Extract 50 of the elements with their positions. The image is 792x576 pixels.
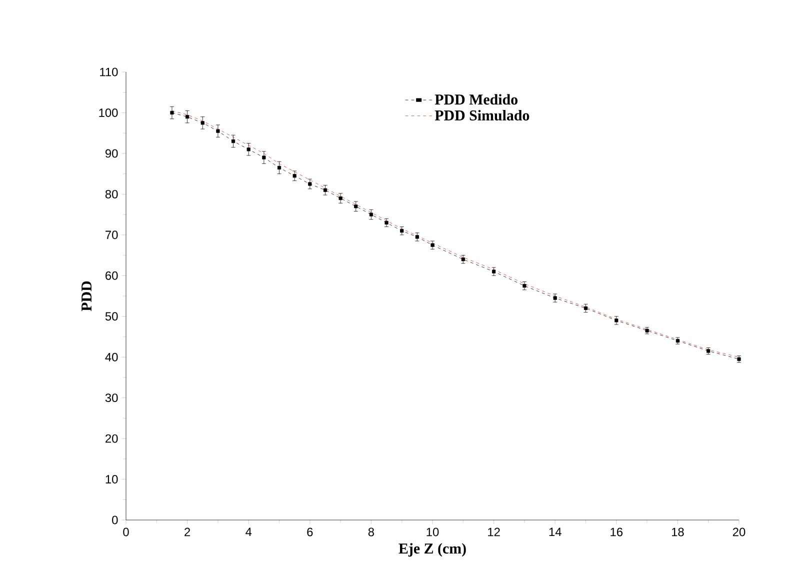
point [246, 148, 250, 152]
point [170, 110, 174, 115]
y-tick-label: 90 [105, 149, 118, 158]
y-tick-label: 10 [106, 475, 118, 484]
y-tick-label: 100 [99, 108, 118, 117]
x-tick-label: 12 [488, 528, 500, 536]
point [231, 139, 236, 144]
point [384, 220, 388, 224]
point [614, 318, 618, 322]
point [216, 129, 220, 133]
x-tick-label: 2 [184, 528, 190, 536]
point [400, 229, 404, 233]
x-tick-label: 16 [610, 528, 623, 536]
x-tick-label: 20 [732, 528, 746, 536]
point [369, 212, 373, 216]
legend-label: PDD Simulado [434, 110, 530, 120]
point [186, 115, 190, 119]
y-tick-label: 80 [105, 190, 118, 198]
point [461, 258, 465, 262]
y-tick-label: 0 [112, 516, 118, 524]
y-tick-label: 70 [106, 230, 118, 240]
y-tick-label: 50 [105, 312, 118, 321]
y-tick-label: 110 [100, 68, 118, 76]
point [262, 156, 266, 160]
point [354, 204, 358, 208]
point [200, 121, 204, 125]
x-tick-label: 10 [426, 528, 439, 536]
legend-label: PDD Medido [434, 94, 518, 105]
x-tick-label: 14 [549, 528, 562, 536]
point [277, 166, 282, 170]
y-axis-title: PDD [82, 281, 92, 312]
x-tick-label: 0 [123, 528, 129, 536]
x-tick-label: 8 [368, 528, 374, 536]
x-tick-label: 4 [246, 528, 252, 536]
point [430, 243, 434, 247]
x-tick-label: 18 [672, 528, 684, 536]
x-tick-label: 6 [307, 528, 313, 536]
point [323, 188, 328, 192]
point [522, 284, 526, 288]
y-tick-label: 40 [105, 352, 118, 362]
y-tick-label: 20 [106, 434, 118, 443]
x-axis-title: Eje Z (cm) [398, 543, 466, 557]
point [338, 196, 342, 200]
point [415, 235, 419, 239]
point [308, 182, 312, 186]
y-tick-label: 30 [105, 394, 118, 402]
point [292, 174, 296, 178]
point [492, 270, 496, 274]
point [553, 296, 557, 300]
y-tick-label: 60 [106, 271, 118, 280]
